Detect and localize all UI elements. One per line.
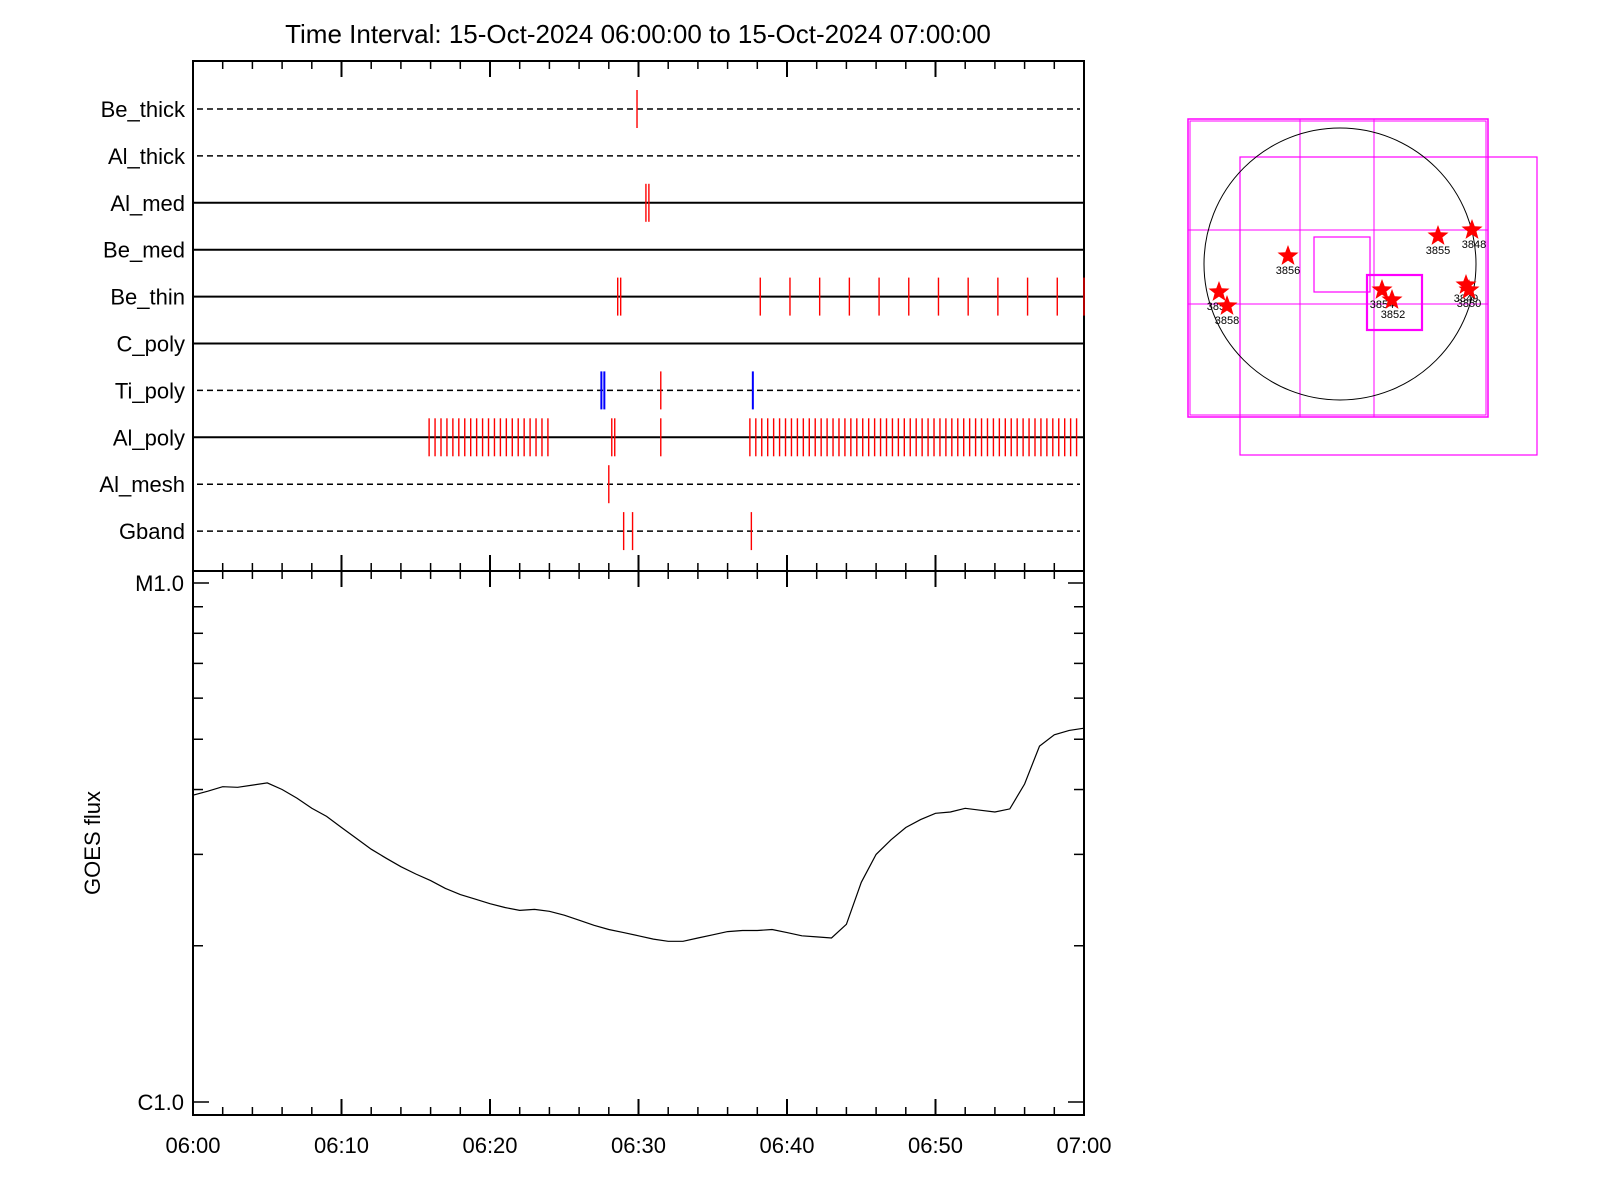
active-region-star-icon <box>1208 281 1230 301</box>
filter-label: Gband <box>119 519 185 544</box>
fov-box-offset <box>1239 156 1538 456</box>
flux-x-tick-label: 06:20 <box>462 1133 517 1158</box>
goes-flux-line <box>192 727 1085 942</box>
active-region-label: 3850 <box>1457 298 1481 310</box>
flux-frame <box>192 570 1085 1116</box>
filter-row-gband: Gband <box>119 512 1080 551</box>
active-region-label: 3855 <box>1426 245 1450 257</box>
filter-row-al-poly: Al_poly <box>113 418 1084 457</box>
filter-row-be-thin: Be_thin <box>110 277 1085 316</box>
flux-y-tick-label: M1.0 <box>135 571 184 596</box>
active-region-star-icon <box>1277 245 1299 265</box>
filter-label: Be_med <box>103 238 185 263</box>
fov-box-small-1 <box>1313 236 1371 293</box>
active-region-3855: 3855 <box>1426 225 1450 257</box>
active-region-label: 3856 <box>1276 265 1300 277</box>
active-region-3852: 3852 <box>1381 289 1405 321</box>
filter-label: Be_thick <box>101 97 186 122</box>
flux-x-tick-label: 06:50 <box>908 1133 963 1158</box>
filter-timeline-panel: Be_thick Al_thick Al_med Be_med Be_thin C_pol… <box>99 60 1085 572</box>
active-region-3850: 3850 <box>1457 279 1481 310</box>
active-region-star-icon <box>1455 274 1477 294</box>
active-region-label: 3852 <box>1381 309 1405 321</box>
filter-row-ti-poly: Ti_poly <box>115 371 1080 410</box>
fov-box-small-2 <box>1365 273 1424 332</box>
filter-label: Be_thin <box>110 285 185 310</box>
flux-axis-label: GOES flux <box>80 791 105 895</box>
active-region-star-icon <box>1461 219 1483 239</box>
filter-row-be-thick: Be_thick <box>101 90 1080 128</box>
flux-x-tick-label: 07:00 <box>1056 1133 1111 1158</box>
filter-label: Al_med <box>110 191 185 216</box>
flux-y-tick-labels: M1.0 C1.0 <box>135 571 184 1115</box>
filter-label: C_poly <box>117 332 185 357</box>
filter-row-c-poly: C_poly <box>117 332 1084 357</box>
active-region-star-icon <box>1381 289 1403 309</box>
timeline-frame <box>192 60 1085 572</box>
active-region-star-icon <box>1458 279 1480 299</box>
active-region-3856: 3856 <box>1276 245 1300 277</box>
active-region-label: 3848 <box>1462 239 1486 251</box>
goes-flux-panel: M1.0C1.0 06:00 06:10 06:20 06:30 06:40 06:50 0… <box>80 570 1112 1158</box>
active-region-star-icon <box>1371 279 1393 299</box>
filter-row-be-med: Be_med <box>103 238 1084 263</box>
filter-label: Al_poly <box>113 425 185 450</box>
filter-label: Al_mesh <box>99 472 185 497</box>
filter-row-al-med: Al_med <box>110 183 1084 222</box>
flux-x-tick-label: 06:40 <box>759 1133 814 1158</box>
filter-row-al-mesh: Al_mesh <box>99 465 1080 504</box>
fov-box-large-1 <box>1187 118 1489 418</box>
flux-x-tick-labels: 06:00 06:10 06:20 06:30 06:40 06:50 07:00 <box>165 1133 1111 1158</box>
solar-disk <box>1203 127 1477 401</box>
filter-label: Ti_poly <box>115 378 185 403</box>
flux-ticks <box>192 571 1085 1115</box>
active-region-star-icon <box>1427 225 1449 245</box>
flux-x-tick-label: 06:10 <box>314 1133 369 1158</box>
filter-label: Al_thick <box>108 144 186 169</box>
flux-y-tick-label: C1.0 <box>138 1090 184 1115</box>
active-region-label: 3858 <box>1215 315 1239 327</box>
fov-box-large-2 <box>1189 120 1487 416</box>
active-region-3858: 3858 <box>1215 295 1239 327</box>
active-region-star-icon <box>1216 295 1238 315</box>
flux-x-tick-label: 06:00 <box>165 1133 220 1158</box>
timeline-ticks <box>192 61 1085 571</box>
filter-rows: Be_thick Al_thick Al_med Be_med Be_thin C_pol… <box>99 90 1085 551</box>
active-region-3848: 3848 <box>1461 219 1486 251</box>
chart-title: Time Interval: 15-Oct-2024 06:00:00 to 1… <box>285 19 991 49</box>
flux-x-tick-label: 06:30 <box>611 1133 666 1158</box>
filter-row-al-thick: Al_thick <box>108 144 1080 169</box>
